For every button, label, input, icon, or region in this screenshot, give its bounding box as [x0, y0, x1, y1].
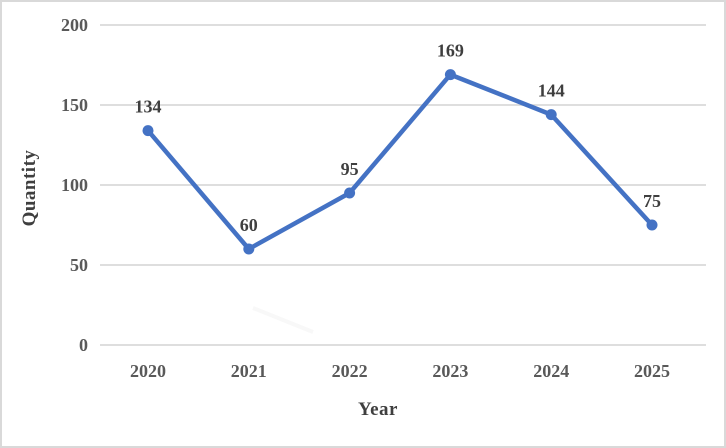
y-axis-tick-label: 100 — [61, 175, 88, 195]
data-label: 75 — [643, 191, 661, 211]
series-line — [145, 72, 655, 252]
x-axis-title: Year — [358, 399, 398, 420]
y-axis-title: Quantity — [19, 149, 40, 227]
x-axis-tick-label: 2025 — [634, 361, 670, 381]
y-axis-tick-label: 50 — [70, 255, 88, 275]
x-axis-tick-label: 2024 — [533, 361, 569, 381]
data-label: 60 — [240, 215, 258, 235]
data-point-marker — [646, 219, 658, 231]
faint-watermark-artifact — [252, 306, 314, 334]
data-label: 144 — [538, 81, 565, 101]
data-point-marker — [243, 243, 255, 255]
data-point-marker — [142, 125, 154, 137]
data-label: 134 — [135, 97, 162, 117]
x-axis-tick-label: 2020 — [130, 361, 166, 381]
data-label: 169 — [437, 41, 464, 61]
data-point-marker — [545, 109, 557, 121]
data-point-marker — [344, 187, 356, 199]
x-axis-tick-label: 2023 — [432, 361, 468, 381]
y-axis-tick-label: 200 — [61, 15, 88, 35]
y-axis-tick-label: 0 — [79, 335, 88, 355]
data-point-marker — [444, 69, 456, 81]
x-axis-tick-label: 2022 — [332, 361, 368, 381]
data-label: 95 — [341, 159, 359, 179]
x-axis-tick-label: 2021 — [231, 361, 267, 381]
y-axis-tick-label: 150 — [61, 95, 88, 115]
